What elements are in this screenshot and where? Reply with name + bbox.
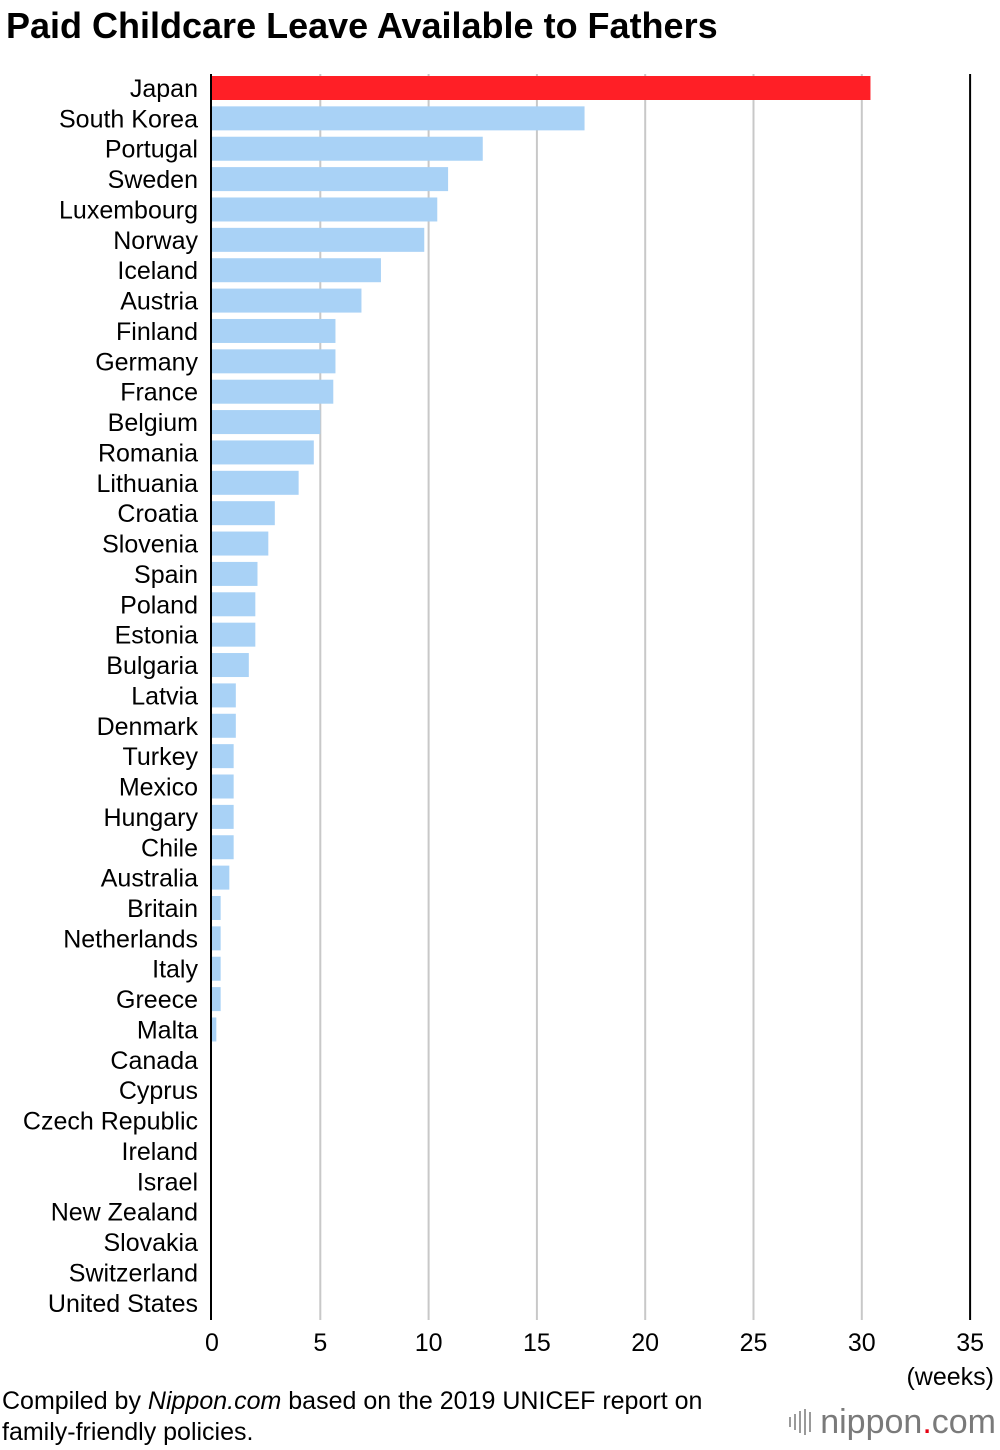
- category-label-greece: Greece: [116, 986, 198, 1014]
- x-tick-labels: 0 5 10 15 20 25 30 35: [205, 1329, 984, 1357]
- bar-germany: [212, 349, 336, 374]
- logo-name: nippon: [820, 1402, 923, 1441]
- bar-italy: [212, 956, 221, 981]
- category-label-latvia: Latvia: [131, 682, 198, 710]
- bar-latvia: [212, 683, 236, 708]
- bar-britain: [212, 895, 221, 920]
- category-label-spain: Spain: [134, 561, 198, 589]
- category-label-south-korea: South Korea: [59, 105, 198, 133]
- grid-lines: [319, 74, 972, 1320]
- category-label-germany: Germany: [95, 348, 198, 376]
- footnote-suffix: based on the 2019 UNICEF report on famil…: [2, 1387, 703, 1446]
- category-label-romania: Romania: [98, 439, 198, 467]
- bar-spain: [212, 561, 258, 586]
- category-label-netherlands: Netherlands: [63, 925, 198, 953]
- category-label-france: France: [120, 379, 198, 407]
- category-label-chile: Chile: [141, 834, 198, 862]
- footnote-source: Nippon.com: [147, 1387, 282, 1415]
- x-tick-label-10: 10: [415, 1329, 443, 1357]
- category-label-cyprus: Cyprus: [119, 1077, 198, 1105]
- x-tick-label-25: 25: [740, 1329, 768, 1357]
- bar-iceland: [212, 258, 381, 283]
- bar-turkey: [212, 744, 234, 769]
- x-tick-label-30: 30: [848, 1329, 876, 1357]
- category-label-finland: Finland: [116, 318, 198, 346]
- bar-chile: [212, 835, 234, 860]
- bar-luxembourg: [212, 197, 438, 222]
- category-label-ireland: Ireland: [122, 1138, 198, 1166]
- category-label-japan: Japan: [130, 75, 198, 103]
- footnote-prefix: Compiled by: [2, 1387, 148, 1415]
- bar-australia: [212, 865, 230, 890]
- category-label-hungary: Hungary: [104, 804, 199, 832]
- bar-netherlands: [212, 926, 221, 951]
- bar-greece: [212, 987, 221, 1012]
- category-label-austria: Austria: [120, 288, 198, 316]
- bar-norway: [212, 227, 425, 252]
- category-label-slovenia: Slovenia: [102, 531, 198, 559]
- bar-mexico: [212, 774, 234, 799]
- category-label-sweden: Sweden: [108, 166, 198, 194]
- logo-suffix: com: [931, 1402, 996, 1441]
- bars: [212, 76, 871, 1042]
- category-label-norway: Norway: [113, 227, 198, 255]
- category-label-iceland: Iceland: [117, 257, 198, 285]
- bar-sweden: [212, 167, 449, 192]
- category-label-slovakia: Slovakia: [104, 1229, 199, 1257]
- category-label-united-states: United States: [48, 1290, 198, 1318]
- bar-estonia: [212, 622, 256, 647]
- category-label-australia: Australia: [101, 865, 198, 893]
- bar-belgium: [212, 410, 321, 435]
- bar-malta: [212, 1017, 217, 1042]
- category-label-israel: Israel: [137, 1168, 198, 1196]
- bar-bulgaria: [212, 653, 249, 678]
- bar-slovenia: [212, 531, 269, 556]
- category-label-new-zealand: New Zealand: [51, 1199, 198, 1227]
- category-label-denmark: Denmark: [97, 713, 199, 741]
- x-tick-label-35: 35: [956, 1329, 984, 1357]
- nippon-logo: nippon. com: [789, 1402, 996, 1442]
- category-label-malta: Malta: [137, 1016, 198, 1044]
- category-label-poland: Poland: [120, 591, 198, 619]
- category-label-italy: Italy: [152, 956, 198, 984]
- x-tick-label-5: 5: [313, 1329, 327, 1357]
- bar-denmark: [212, 713, 236, 738]
- category-label-luxembourg: Luxembourg: [59, 196, 198, 224]
- category-label-britain: Britain: [127, 895, 198, 923]
- bar-south-korea: [212, 106, 585, 131]
- source-footnote: Compiled by Nippon.com based on the 2019…: [2, 1386, 762, 1448]
- x-tick-label-0: 0: [205, 1329, 219, 1357]
- sound-wave-icon: [789, 1409, 814, 1435]
- category-label-croatia: Croatia: [117, 500, 198, 528]
- category-label-turkey: Turkey: [123, 743, 199, 771]
- category-label-switzerland: Switzerland: [69, 1259, 198, 1287]
- category-label-belgium: Belgium: [108, 409, 198, 437]
- bar-lithuania: [212, 470, 299, 495]
- bar-portugal: [212, 136, 483, 161]
- category-label-czech-republic: Czech Republic: [23, 1108, 198, 1136]
- chart-title: Paid Childcare Leave Available to Father…: [6, 5, 718, 46]
- bar-finland: [212, 318, 336, 343]
- logo-dot: .: [922, 1402, 932, 1441]
- category-label-mexico: Mexico: [119, 774, 198, 802]
- category-label-portugal: Portugal: [105, 136, 198, 164]
- x-tick-label-20: 20: [631, 1329, 659, 1357]
- bar-france: [212, 379, 334, 404]
- bar-japan: [212, 76, 871, 100]
- x-axis-unit-label: (weeks): [906, 1363, 994, 1391]
- bar-austria: [212, 288, 362, 313]
- bar-poland: [212, 592, 256, 617]
- bar-hungary: [212, 804, 234, 829]
- category-label-bulgaria: Bulgaria: [106, 652, 198, 680]
- bar-croatia: [212, 501, 275, 526]
- category-label-canada: Canada: [110, 1047, 198, 1075]
- bar-romania: [212, 440, 314, 465]
- category-label-estonia: Estonia: [115, 622, 198, 650]
- category-label-lithuania: Lithuania: [97, 470, 199, 498]
- x-tick-label-15: 15: [523, 1329, 551, 1357]
